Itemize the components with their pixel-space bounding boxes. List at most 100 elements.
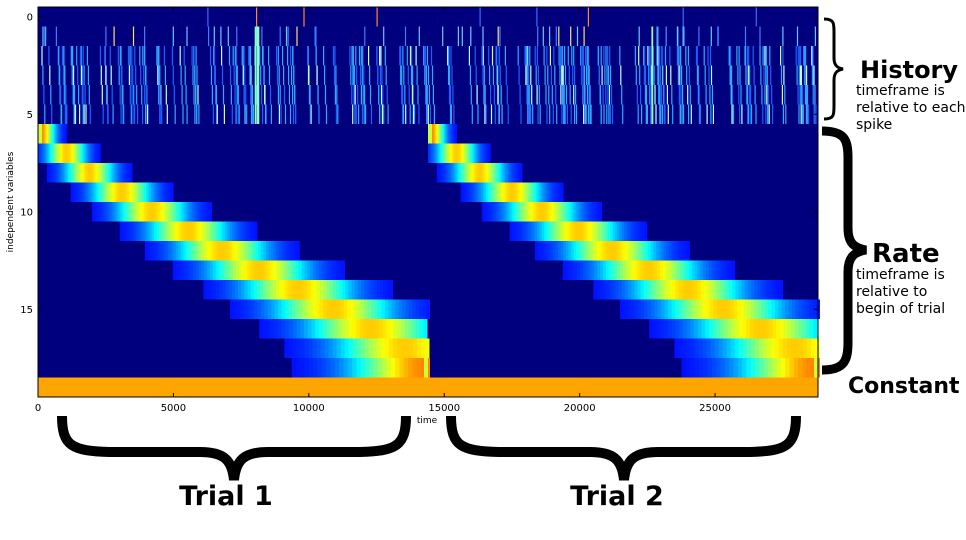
history-spike-row-2 (561, 46, 563, 66)
history-spike-row-2 (659, 46, 661, 66)
rate-cell-trial-1-row-12 (160, 241, 164, 261)
rate-cell-trial-1-row-11 (124, 221, 127, 241)
rate-cell-trial-2-row-8 (472, 163, 475, 183)
rate-cell-trial-2-row-13 (728, 260, 733, 280)
rate-cell-trial-1-row-7 (86, 143, 89, 163)
rate-cell-trial-1-row-13 (258, 260, 262, 280)
history-spike-row-4 (145, 85, 147, 105)
history-spike-row-2 (424, 46, 427, 66)
rate-cell-trial-2-row-7 (431, 143, 434, 163)
rate-cell-trial-1-row-13 (250, 260, 254, 280)
rate-cell-trial-2-row-8 (452, 163, 455, 183)
history-spike-row-5 (570, 104, 572, 124)
rate-cell-trial-1-row-16 (393, 319, 398, 339)
rate-cell-trial-1-row-12 (224, 241, 228, 261)
rate-cell-trial-1-row-13 (215, 260, 220, 280)
rate-cell-trial-2-row-11 (541, 221, 545, 241)
history-spike-row-3 (653, 65, 655, 85)
history-spike-row-3 (696, 65, 699, 85)
rate-cell-trial-1-row-8 (129, 163, 132, 183)
rate-cell-trial-2-row-12 (599, 241, 603, 261)
rate-cell-trial-1-row-12 (198, 241, 202, 261)
rate-cell-trial-1-row-9 (154, 182, 157, 202)
rate-cell-trial-1-row-7 (52, 143, 55, 163)
rate-cell-trial-1-row-12 (258, 241, 262, 261)
rate-cell-trial-1-row-17 (316, 338, 321, 358)
rate-cell-trial-1-row-16 (400, 319, 406, 339)
history-spike-row-3 (276, 65, 279, 85)
history-spike-row-4 (771, 85, 773, 105)
rate-cell-trial-2-row-17 (762, 338, 768, 358)
rate-cell-trial-1-row-13 (298, 260, 303, 280)
rate-cell-trial-1-row-18 (403, 358, 409, 378)
history-spike-row-3 (333, 65, 336, 85)
rate-cell-trial-1-row-8 (53, 163, 56, 183)
history-spike-row-1 (457, 26, 459, 46)
rate-cell-trial-2-row-11 (509, 221, 513, 241)
y-tick-label: 5 (27, 110, 33, 121)
rate-cell-trial-2-row-16 (671, 319, 676, 339)
rate-cell-trial-2-row-6 (446, 124, 448, 144)
rate-cell-trial-2-row-6 (434, 124, 436, 144)
rate-cell-trial-2-row-14 (751, 280, 755, 300)
rate-cell-trial-2-row-14 (643, 280, 648, 300)
rate-cell-trial-2-row-12 (563, 241, 567, 261)
history-spike-row-5 (563, 104, 565, 124)
rate-cell-trial-1-row-10 (207, 202, 211, 222)
rate-cell-trial-2-row-14 (757, 280, 761, 300)
rate-cell-trial-2-row-17 (786, 338, 792, 358)
rate-cell-trial-2-row-17 (811, 338, 816, 358)
history-spike-row-2 (498, 46, 500, 66)
rate-cell-trial-2-row-9 (498, 182, 501, 202)
rate-cell-trial-1-row-14 (345, 280, 349, 300)
rate-cell-trial-2-row-14 (672, 280, 676, 300)
rate-cell-trial-1-row-7 (95, 143, 98, 163)
rate-cell-trial-2-row-12 (655, 241, 659, 261)
rate-cell-trial-1-row-7 (94, 143, 97, 163)
rate-cell-trial-2-row-16 (768, 319, 773, 339)
rate-cell-trial-2-row-7 (455, 143, 457, 163)
rate-cell-trial-1-row-13 (224, 260, 228, 280)
rate-cell-trial-2-row-6 (455, 124, 458, 144)
history-spike-row-4 (705, 85, 707, 105)
rate-cell-trial-1-row-13 (253, 260, 257, 280)
rate-cell-trial-1-row-12 (294, 241, 298, 261)
rate-cell-trial-2-row-14 (647, 280, 651, 300)
history-spike-row-4 (551, 85, 553, 105)
rate-cell-trial-2-row-14 (656, 280, 661, 300)
rate-cell-trial-1-row-9 (92, 182, 96, 202)
rate-cell-trial-2-row-8 (510, 163, 513, 183)
rate-cell-trial-2-row-9 (494, 182, 497, 202)
rate-cell-trial-2-row-16 (712, 319, 717, 339)
rate-cell-trial-1-row-14 (216, 280, 220, 300)
rate-cell-trial-1-row-16 (326, 319, 331, 339)
history-spike-row-2 (587, 46, 589, 66)
rate-cell-trial-1-row-7 (87, 143, 90, 163)
rate-cell-trial-1-row-15 (302, 299, 307, 319)
history-spike-row-4 (801, 85, 803, 105)
rate-cell-trial-2-row-8 (436, 163, 439, 183)
rate-cell-trial-1-row-15 (426, 299, 430, 319)
history-spike-row-3 (564, 65, 567, 85)
rate-cell-trial-2-row-10 (539, 202, 543, 222)
rate-cell-trial-1-row-17 (396, 338, 402, 358)
history-spike-row-2 (664, 46, 667, 66)
rate-cell-trial-1-row-9 (89, 182, 92, 202)
rate-cell-trial-2-row-6 (447, 124, 449, 144)
rate-cell-trial-1-row-7 (81, 143, 83, 163)
history-spike-row-2 (526, 46, 528, 66)
rate-cell-trial-1-row-9 (111, 182, 114, 202)
rate-cell-trial-1-row-10 (165, 202, 169, 222)
rate-cell-trial-2-row-12 (617, 241, 621, 261)
rate-cell-trial-1-row-15 (350, 299, 355, 319)
history-spike-row-3 (547, 65, 549, 85)
rate-cell-trial-1-row-11 (135, 221, 139, 241)
rate-cell-trial-1-row-6 (58, 124, 60, 144)
rate-cell-trial-1-row-17 (344, 338, 350, 358)
rate-cell-trial-2-row-9 (460, 182, 463, 202)
history-spike-row-2 (543, 46, 545, 66)
history-spike-row-3 (283, 65, 285, 85)
rate-cell-trial-1-row-8 (89, 163, 92, 183)
rate-cell-trial-1-row-11 (154, 221, 157, 241)
history-spike-row-4 (649, 85, 651, 105)
